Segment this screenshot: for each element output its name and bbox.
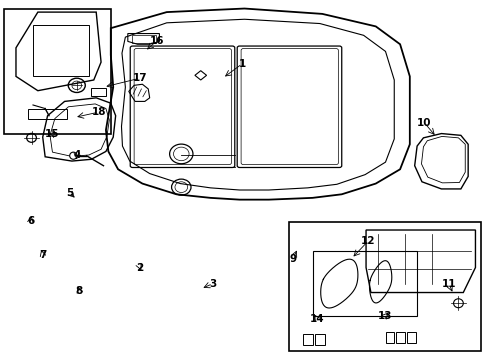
Bar [33, 24, 89, 76]
Text: 1: 1 [238, 59, 245, 69]
Bar [385, 332, 393, 342]
Text: 17: 17 [132, 73, 147, 83]
Text: 5: 5 [66, 188, 73, 198]
Text: 8: 8 [76, 286, 82, 296]
Bar [395, 332, 404, 342]
Text: 15: 15 [45, 129, 60, 139]
Text: 10: 10 [416, 118, 431, 128]
Bar [406, 332, 415, 342]
Text: 3: 3 [209, 279, 216, 289]
Text: 14: 14 [309, 314, 324, 324]
Text: 2: 2 [136, 262, 143, 273]
Text: 6: 6 [27, 216, 34, 226]
Text: 7: 7 [39, 250, 46, 260]
Text: 18: 18 [91, 107, 106, 117]
Bar [91, 88, 106, 96]
Bar [4, 9, 111, 134]
Text: 16: 16 [149, 36, 164, 46]
Bar [288, 222, 480, 351]
Text: 4: 4 [73, 150, 81, 160]
Ellipse shape [70, 152, 77, 159]
Bar [28, 109, 67, 119]
Text: 13: 13 [378, 311, 392, 321]
Bar [302, 334, 312, 345]
Bar [131, 35, 156, 43]
Text: 11: 11 [441, 279, 455, 289]
Bar [312, 251, 416, 316]
Text: 12: 12 [361, 236, 375, 246]
Text: 9: 9 [289, 253, 296, 264]
Bar [314, 334, 324, 345]
